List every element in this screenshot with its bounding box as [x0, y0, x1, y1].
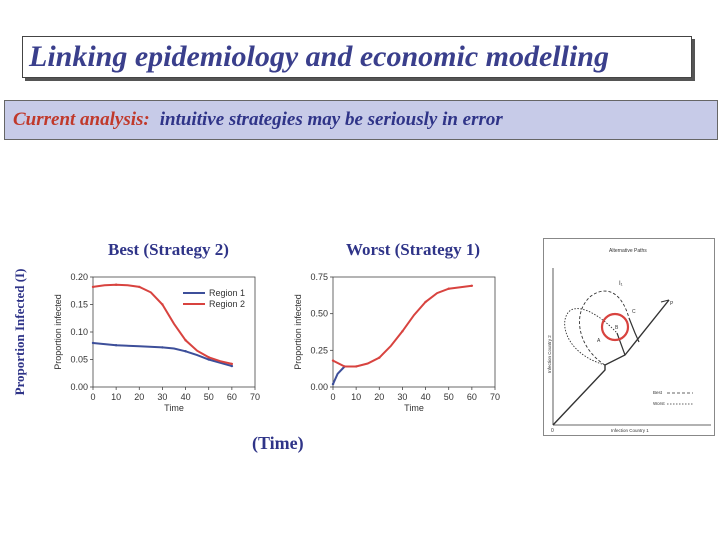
y-axis-label: Proportion infected: [53, 294, 63, 370]
diagram-arrow-p: [660, 299, 670, 303]
x-tick-label: 0: [330, 392, 335, 402]
data-point: [401, 330, 404, 333]
x-tick-label: 20: [374, 392, 384, 402]
chart-worst-svg: 0 10 20 30 40 50 60 70 0.00 0.25 0.50 0.75 Time Propo…: [293, 272, 500, 413]
data-point: [91, 341, 95, 345]
data-point: [114, 283, 118, 286]
chart-title-best: Best (Strategy 2): [108, 240, 229, 259]
chart-title-worst: Worst (Strategy 1): [346, 240, 481, 259]
chart-best-svg: 0 10 20 30 40 50 60 70 0.00 0.05 0.10 0.15 0.20 Time P…: [53, 272, 260, 413]
x-tick-label: 50: [444, 392, 454, 402]
x-tick-label: 30: [397, 392, 407, 402]
series-line-1: [332, 365, 346, 385]
diagram-frame: [543, 238, 715, 436]
alternative-paths-diagram: Alternative Paths Infection Country 2 In…: [543, 238, 715, 436]
x-axis-label: Time: [164, 403, 184, 413]
y-tick-label: 0.15: [70, 300, 88, 310]
diagram-best-path: [579, 290, 630, 366]
legend-label-1: Region 1: [209, 288, 245, 298]
y-axis-label: Proportion infected: [293, 294, 303, 370]
rotated-ylabel: Proportion Infected (I): [8, 252, 32, 412]
x-tick-label: 40: [181, 392, 191, 402]
x-tick-label: 70: [490, 392, 500, 402]
diagram-label-i1: I₁: [619, 281, 623, 287]
data-point: [424, 300, 427, 304]
slide-title-box: Linking epidemiology and economic modell…: [22, 36, 692, 78]
diagram-label-b: B: [615, 325, 619, 331]
y-tick-label: 0.00: [310, 382, 328, 392]
banner-main-text: intuitive strategies may be seriously in…: [159, 109, 503, 130]
x-tick-label: 0: [90, 392, 95, 402]
diagram-title: Alternative Paths: [609, 248, 647, 254]
diagram-label-c: C: [632, 309, 636, 315]
series-line-1: [92, 342, 233, 368]
x-tick-label: 60: [227, 392, 237, 402]
plot-frame: [92, 276, 256, 388]
y-tick-label: 0.05: [70, 355, 88, 365]
data-point: [331, 382, 335, 386]
y-tick-label: 0.75: [310, 272, 328, 282]
data-point: [207, 356, 210, 359]
data-point: [138, 285, 141, 289]
diagram-legend-best-label: Best: [653, 390, 663, 395]
x-tick-label: 10: [111, 392, 121, 402]
data-point: [114, 344, 118, 347]
data-point: [91, 285, 95, 289]
banner: Current analysis: intuitive strategies ma…: [4, 100, 718, 140]
x-tick-label: 30: [157, 392, 167, 402]
rotated-ylabel-text: Proportion Infected (I): [12, 268, 27, 396]
y-tick-label: 0.50: [310, 309, 328, 319]
diagram-segment-c: [628, 317, 640, 343]
data-point: [447, 287, 450, 290]
y-tick-label: 0.10: [70, 327, 88, 337]
diagram-ylabel: Infection Country 2: [547, 335, 552, 373]
x-tick-label: 50: [204, 392, 214, 402]
legend-label-2: Region 2: [209, 299, 245, 309]
banner-text-line: Current analysis: intuitive strategies ma…: [13, 109, 503, 131]
diagram-legend-worst-label: Worst: [653, 401, 665, 406]
y-tick-label: 0.00: [70, 382, 88, 392]
banner-lead: Current analysis:: [13, 109, 150, 130]
x-tick-label: 10: [351, 392, 361, 402]
data-point: [331, 359, 335, 362]
y-tick-label: 0.25: [310, 345, 328, 355]
diagram-label-a: A: [597, 338, 601, 344]
diagram-label-p: P: [670, 301, 674, 307]
data-point: [161, 303, 164, 306]
data-point: [207, 358, 210, 361]
x-tick-label: 70: [250, 392, 260, 402]
data-point: [184, 339, 187, 342]
data-point: [378, 356, 381, 359]
x-axis-label: Time: [404, 403, 424, 413]
x-tick-label: 60: [467, 392, 477, 402]
diagram-segment-a: [616, 332, 626, 356]
plot-frame: [332, 276, 496, 388]
diagram-highlight-circle: [600, 312, 630, 342]
x-tick-label: 20: [134, 392, 144, 402]
y-tick-label: 0.20: [70, 272, 88, 282]
data-point: [230, 364, 234, 368]
diagram-origin: 0: [551, 428, 554, 434]
diagram-xlabel: Infection Country 1: [611, 428, 649, 433]
data-point: [230, 362, 234, 366]
time-label: (Time): [252, 433, 304, 453]
data-point: [161, 346, 164, 349]
slide-title: Linking epidemiology and economic modell…: [29, 40, 609, 73]
data-point: [354, 365, 358, 368]
x-tick-label: 40: [421, 392, 431, 402]
data-point: [184, 350, 187, 353]
data-point: [470, 284, 474, 287]
